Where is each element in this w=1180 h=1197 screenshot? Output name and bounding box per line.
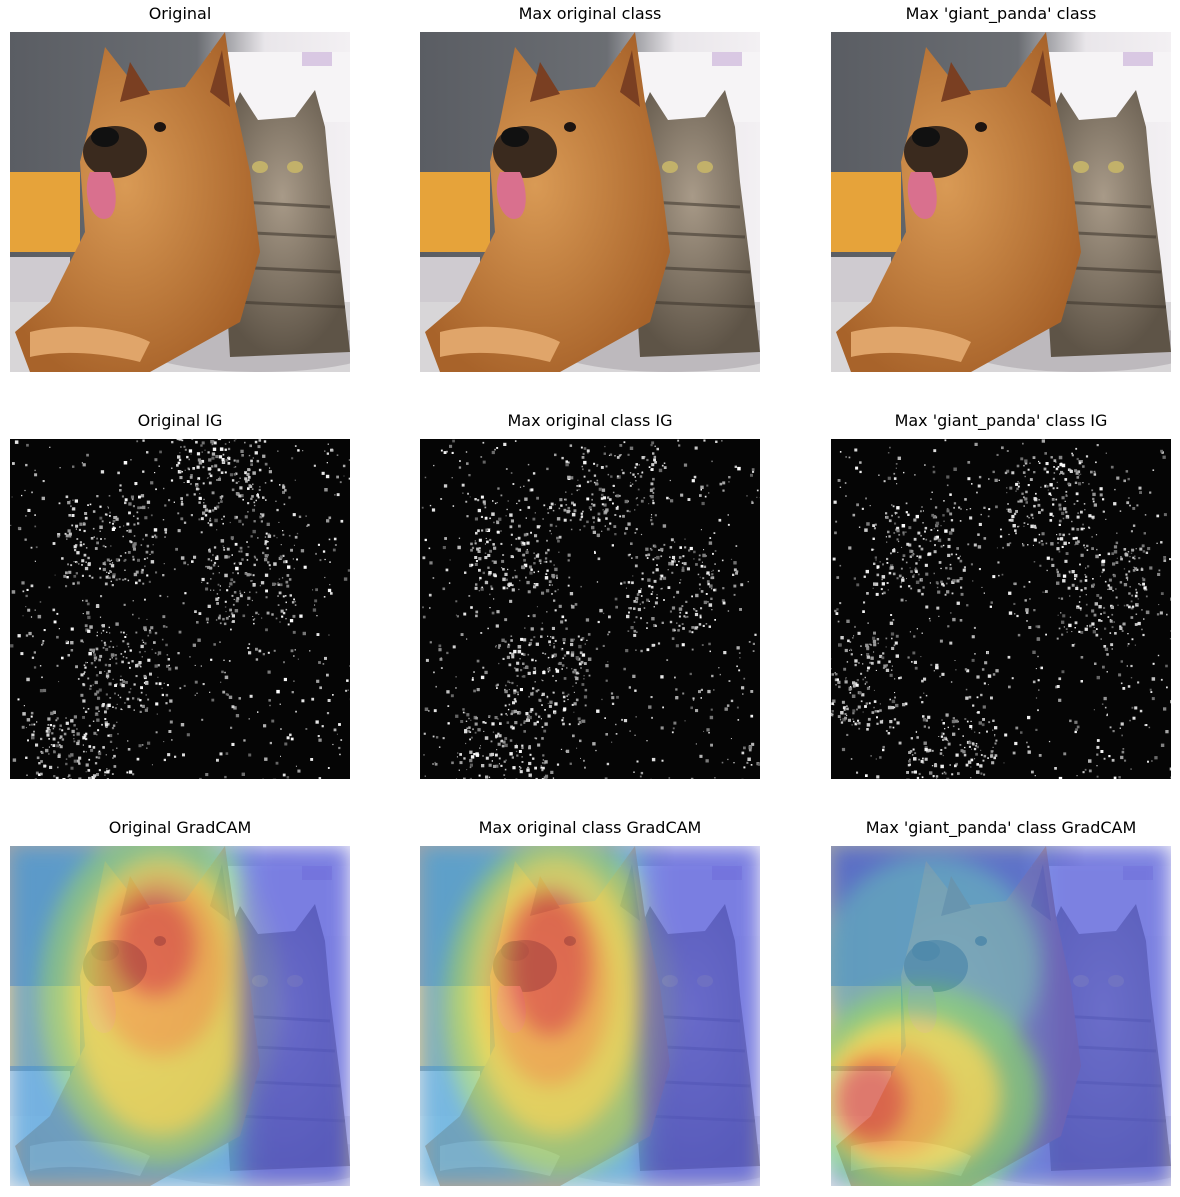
- panel-title: Max 'giant_panda' class GradCAM: [865, 818, 1137, 837]
- panel-title: Original GradCAM: [108, 818, 252, 837]
- ig-attribution-map: [10, 439, 350, 779]
- ig-attribution-map: [831, 439, 1171, 779]
- panel-title: Max original class IG: [507, 411, 673, 430]
- panel-title: Max original class: [518, 4, 662, 23]
- gradcam-heatmap: [420, 846, 760, 1186]
- ig-attribution-map: [420, 439, 760, 779]
- gradcam-heatmap: [831, 846, 1171, 1186]
- panel-title: Original: [148, 4, 212, 23]
- photo-image: [10, 32, 350, 372]
- panel-title: Original IG: [137, 411, 223, 430]
- photo-image: [831, 32, 1171, 372]
- photo-image: [420, 32, 760, 372]
- panel-title: Max 'giant_panda' class: [905, 4, 1097, 23]
- panel-title: Max original class GradCAM: [478, 818, 702, 837]
- gradcam-heatmap: [10, 846, 350, 1186]
- panel-title: Max 'giant_panda' class IG: [894, 411, 1108, 430]
